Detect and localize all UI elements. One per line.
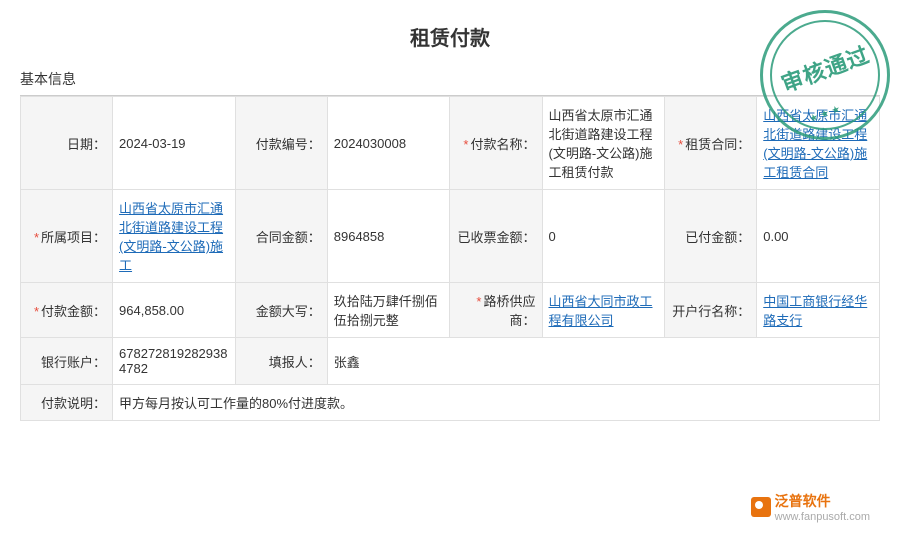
label-date: 日期： (21, 97, 113, 190)
value-bank[interactable]: 中国工商银行经华路支行 (757, 283, 880, 338)
label-account: 银行账户： (21, 338, 113, 385)
label-reporter: 填报人： (235, 338, 327, 385)
page-title: 租赁付款 (20, 10, 880, 63)
value-project[interactable]: 山西省太原市汇通北街道路建设工程(文明路-文公路)施工 (113, 190, 236, 283)
info-table: 日期： 2024-03-19 付款编号： 2024030008 *付款名称： 山… (20, 96, 880, 421)
value-payamount: 964,858.00 (113, 283, 236, 338)
table-row: 日期： 2024-03-19 付款编号： 2024030008 *付款名称： 山… (21, 97, 880, 190)
label-desc: 付款说明： (21, 385, 113, 421)
value-paid: 0.00 (757, 190, 880, 283)
approval-stamp: 审核通过 ★ ★ ★ (760, 10, 890, 140)
label-contract: *租赁合同： (665, 97, 757, 190)
value-amount-cn: 玖拾陆万肆仟捌佰伍拾捌元整 (327, 283, 450, 338)
value-desc: 甲方每月按认可工作量的80%付进度款。 (113, 385, 880, 421)
table-row: *所属项目： 山西省太原市汇通北街道路建设工程(文明路-文公路)施工 合同金额：… (21, 190, 880, 283)
table-row: 付款说明： 甲方每月按认可工作量的80%付进度款。 (21, 385, 880, 421)
label-payname: *付款名称： (450, 97, 542, 190)
value-payno: 2024030008 (327, 97, 450, 190)
label-paid: 已付金额： (665, 190, 757, 283)
label-bank: 开户行名称： (665, 283, 757, 338)
brand-logo: 泛普软件 www.fanpusoft.com (751, 491, 870, 523)
value-date: 2024-03-19 (113, 97, 236, 190)
value-contract-amount: 8964858 (327, 190, 450, 283)
table-row: *付款金额： 964,858.00 金额大写： 玖拾陆万肆仟捌佰伍拾捌元整 *路… (21, 283, 880, 338)
value-invoiced: 0 (542, 190, 665, 283)
label-project: *所属项目： (21, 190, 113, 283)
value-supplier[interactable]: 山西省大同市政工程有限公司 (542, 283, 665, 338)
value-reporter: 张鑫 (327, 338, 879, 385)
value-payname: 山西省太原市汇通北街道路建设工程(文明路-文公路)施工租赁付款 (542, 97, 665, 190)
label-supplier: *路桥供应商： (450, 283, 542, 338)
label-payno: 付款编号： (235, 97, 327, 190)
label-invoiced: 已收票金额： (450, 190, 542, 283)
logo-icon (751, 497, 771, 517)
label-contract-amount: 合同金额： (235, 190, 327, 283)
value-account: 678272819282938 4782 (113, 338, 236, 385)
section-header: 基本信息 (20, 63, 880, 96)
table-row: 银行账户： 678272819282938 4782 填报人： 张鑫 (21, 338, 880, 385)
label-payamount: *付款金额： (21, 283, 113, 338)
label-amount-cn: 金额大写： (235, 283, 327, 338)
